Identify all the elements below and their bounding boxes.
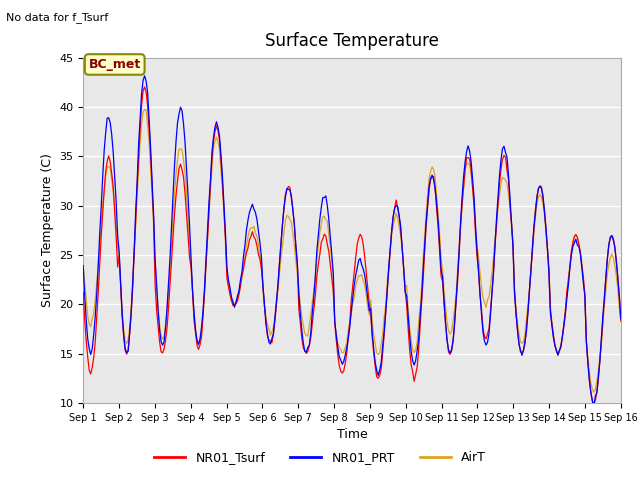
Title: Surface Temperature: Surface Temperature bbox=[265, 33, 439, 50]
Legend: NR01_Tsurf, NR01_PRT, AirT: NR01_Tsurf, NR01_PRT, AirT bbox=[149, 446, 491, 469]
Y-axis label: Surface Temperature (C): Surface Temperature (C) bbox=[41, 154, 54, 307]
Text: BC_met: BC_met bbox=[88, 58, 141, 71]
Text: No data for f_Tsurf: No data for f_Tsurf bbox=[6, 12, 109, 23]
X-axis label: Time: Time bbox=[337, 429, 367, 442]
